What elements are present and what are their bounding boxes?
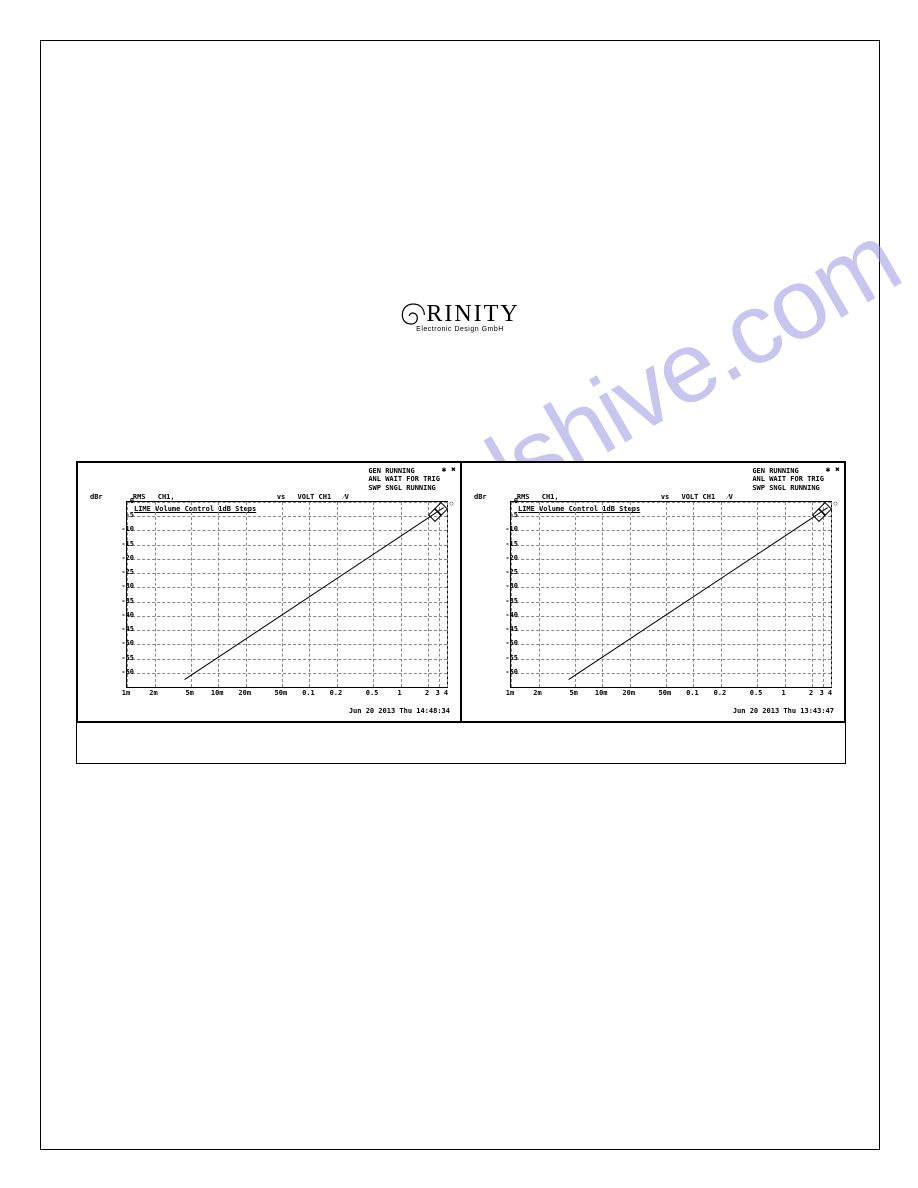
plot-area: [510, 501, 832, 688]
x-tick-label: 1m: [506, 689, 514, 697]
plot-area: [126, 501, 448, 688]
x-tick-label: 0.2: [714, 689, 727, 697]
chart-left: ✱ ✖GEN RUNNINGANL WAIT FOR TRIGSWP SNGL …: [77, 462, 461, 722]
grid-v: [447, 502, 448, 687]
y-tick-label: -55: [498, 654, 518, 662]
chart-right: ✱ ✖GEN RUNNINGANL WAIT FOR TRIGSWP SNGL …: [461, 462, 845, 722]
x-tick-label: 1: [397, 689, 401, 697]
x-tick-label: 3: [436, 689, 440, 697]
charts-row: ✱ ✖GEN RUNNINGANL WAIT FOR TRIGSWP SNGL …: [76, 461, 846, 723]
chart-origin-circle: ○: [449, 499, 454, 508]
x-tick-label: 0.1: [302, 689, 315, 697]
x-tick-label: 1: [781, 689, 785, 697]
y-tick-label: -40: [498, 611, 518, 619]
x-tick-label: 4: [828, 689, 832, 697]
y-tick-label: -55: [114, 654, 134, 662]
logo-main: RINITY: [400, 301, 519, 328]
chart-status: GEN RUNNINGANL WAIT FOR TRIGSWP SNGL RUN…: [368, 467, 440, 492]
y-tick-label: -10: [114, 525, 134, 533]
y-tick-label: -45: [114, 625, 134, 633]
chart-timestamp: Jun 20 2013 Thu 13:43:47: [733, 707, 834, 715]
grid-v: [831, 502, 832, 687]
y-tick-label: -40: [114, 611, 134, 619]
logo-swirl-icon: [400, 302, 426, 328]
x-tick-label: 10m: [595, 689, 608, 697]
x-tick-label: 2: [425, 689, 429, 697]
y-tick-label: -15: [114, 540, 134, 548]
y-tick-label: -15: [498, 540, 518, 548]
x-tick-label: 20m: [622, 689, 635, 697]
chart-origin-circle: ○: [833, 499, 838, 508]
y-tick-label: -50: [498, 639, 518, 647]
x-tick-label: 0.5: [366, 689, 379, 697]
document-page: RINITY Electronic Design GmbH manualshiv…: [40, 40, 880, 1150]
logo-text: RINITY: [426, 301, 519, 327]
y-tick-label: -30: [114, 582, 134, 590]
y-tick-label: -60: [498, 668, 518, 676]
x-tick-label: 3: [820, 689, 824, 697]
y-tick-label: -30: [498, 582, 518, 590]
y-tick-label: -20: [114, 554, 134, 562]
x-tick-label: 5m: [569, 689, 577, 697]
y-tick-label: 0: [114, 497, 134, 505]
y-tick-label: -35: [498, 597, 518, 605]
data-line: [511, 502, 831, 687]
x-tick-label: 50m: [275, 689, 288, 697]
y-tick-label: -25: [498, 568, 518, 576]
y-tick-label: -20: [498, 554, 518, 562]
x-tick-label: 1m: [122, 689, 130, 697]
trinity-logo: RINITY Electronic Design GmbH: [400, 301, 519, 333]
x-tick-label: 4: [444, 689, 448, 697]
chart-timestamp: Jun 20 2013 Thu 14:48:34: [349, 707, 450, 715]
x-tick-label: 10m: [211, 689, 224, 697]
chart-corner-icons: ✱ ✖: [826, 465, 840, 474]
y-tick-label: -60: [114, 668, 134, 676]
x-tick-label: 5m: [185, 689, 193, 697]
x-tick-label: 0.2: [330, 689, 343, 697]
y-tick-label: -50: [114, 639, 134, 647]
chart-corner-icons: ✱ ✖: [442, 465, 456, 474]
x-tick-label: 20m: [238, 689, 251, 697]
x-tick-label: 2: [809, 689, 813, 697]
x-tick-label: 0.5: [750, 689, 763, 697]
x-tick-label: 2m: [149, 689, 157, 697]
y-tick-label: -45: [498, 625, 518, 633]
y-tick-label: -5: [114, 511, 134, 519]
y-tick-label: -5: [498, 511, 518, 519]
x-tick-label: 2m: [533, 689, 541, 697]
y-tick-label: -25: [114, 568, 134, 576]
y-tick-label: 0: [498, 497, 518, 505]
data-line: [127, 502, 447, 687]
y-tick-label: -10: [498, 525, 518, 533]
chart-status: GEN RUNNINGANL WAIT FOR TRIGSWP SNGL RUN…: [752, 467, 824, 492]
charts-bottom-row: [76, 723, 846, 764]
x-tick-label: 50m: [659, 689, 672, 697]
x-tick-label: 0.1: [686, 689, 699, 697]
y-tick-label: -35: [114, 597, 134, 605]
